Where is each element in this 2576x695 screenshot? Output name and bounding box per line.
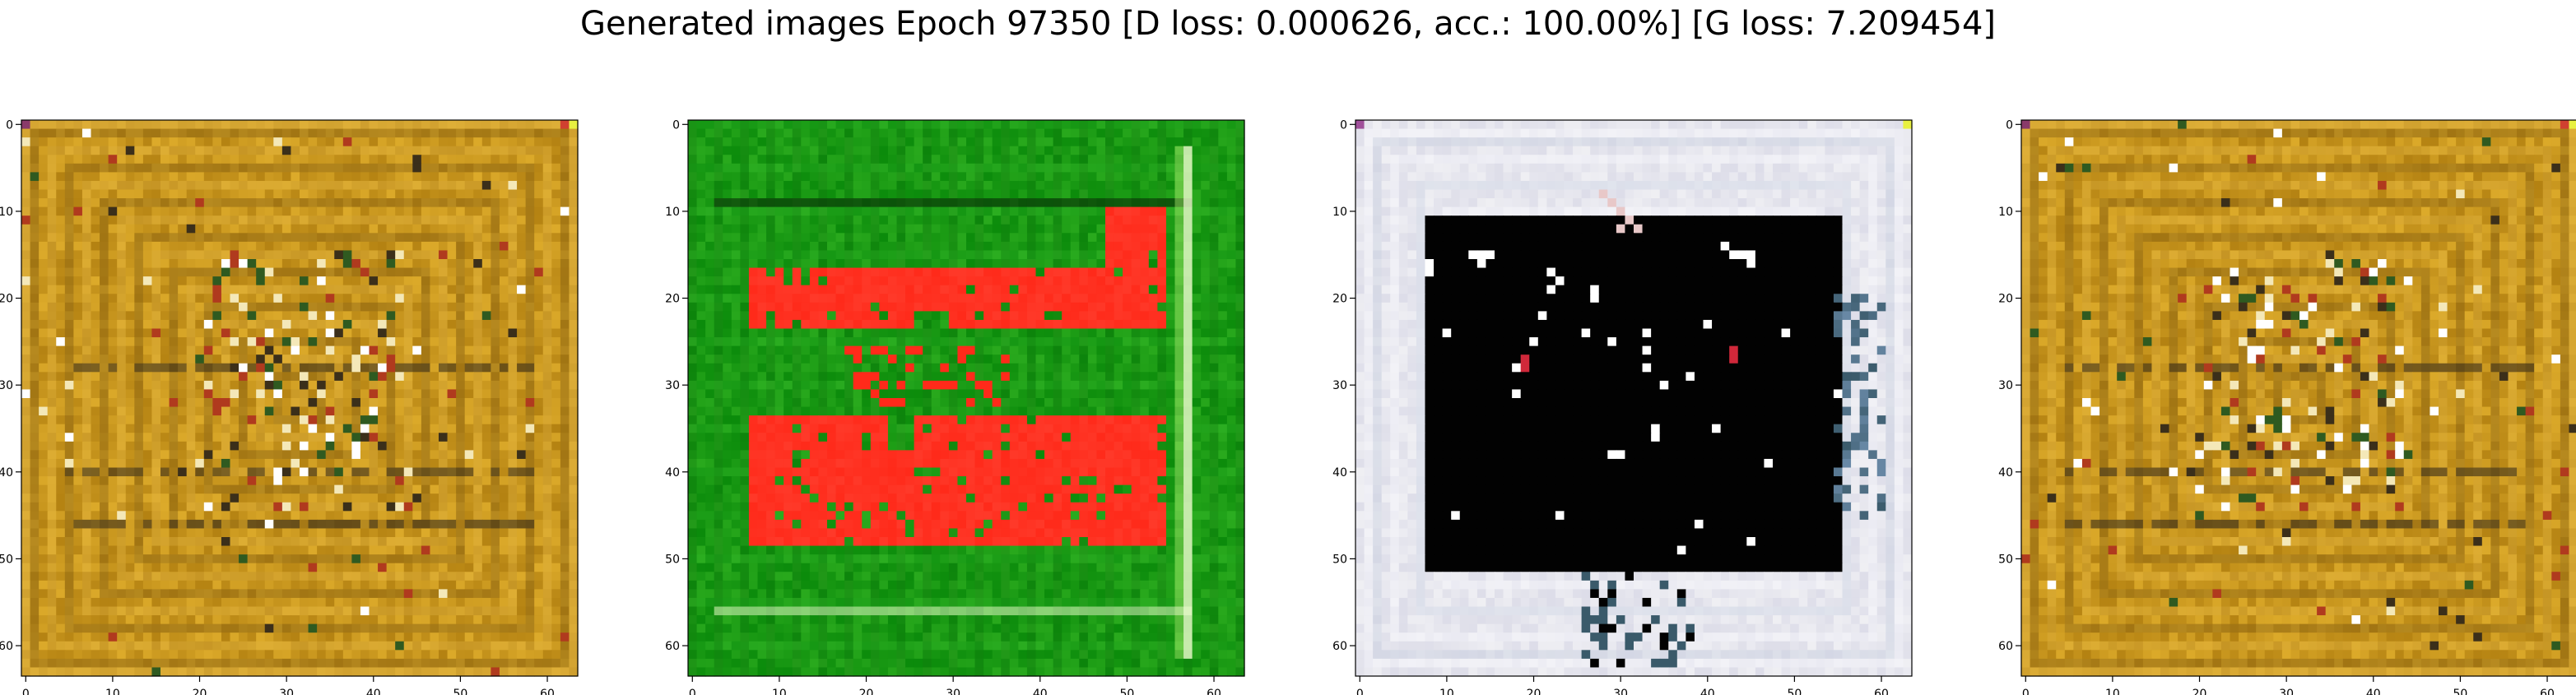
y-tick-label: 40: [1332, 466, 1347, 480]
image-panel-3: 0 0 10 10 20 20 30 30 40 40 50 50 60 60: [1332, 118, 1913, 695]
x-tick-label: 60: [1207, 688, 1221, 695]
y-tick-label: 20: [1332, 293, 1347, 306]
x-tick-label: 20: [1527, 688, 1541, 695]
y-tick-label: 40: [1998, 466, 2013, 480]
y-tick-label: 10: [665, 206, 680, 219]
x-tick-label: 20: [193, 688, 207, 695]
x-tick-label: 60: [1874, 688, 1889, 695]
generated-image-2: [688, 120, 1245, 677]
y-tick-label: 50: [1332, 553, 1347, 566]
x-tick-label: 20: [859, 688, 874, 695]
image-panel-2: 0 0 10 10 20 20 30 30 40 40 50 50 60 60: [665, 118, 1245, 695]
x-tick-label: 10: [105, 688, 120, 695]
y-tick-label: 20: [0, 293, 13, 306]
y-tick-label: 50: [0, 553, 13, 566]
x-tick-label: 0: [1356, 688, 1364, 695]
axes-frame: [2020, 119, 2576, 677]
x-tick-label: 60: [2540, 688, 2555, 695]
y-tick-label: 0: [2006, 118, 2013, 132]
y-tick-label: 20: [665, 293, 680, 306]
y-tick-label: 60: [665, 640, 680, 653]
figure-title: Generated images Epoch 97350 [D loss: 0.…: [579, 5, 1997, 43]
y-tick-label: 50: [665, 553, 680, 566]
x-tick-label: 10: [1439, 688, 1454, 695]
y-tick-label: 40: [0, 466, 13, 480]
y-tick-label: 10: [0, 206, 13, 219]
y-tick-label: 0: [6, 118, 13, 132]
x-tick-label: 50: [2453, 688, 2467, 695]
generated-image-1: [21, 120, 579, 677]
x-tick-label: 30: [946, 688, 960, 695]
y-tick-label: 30: [665, 379, 680, 392]
y-tick-label: 0: [1340, 118, 1347, 132]
axes-frame: [21, 119, 579, 677]
y-tick-label: 30: [1998, 379, 2013, 392]
x-tick-label: 10: [772, 688, 787, 695]
x-tick-label: 40: [1033, 688, 1048, 695]
x-tick-label: 60: [540, 688, 555, 695]
y-tick-label: 60: [1332, 640, 1347, 653]
y-tick-label: 0: [672, 118, 680, 132]
x-tick-label: 0: [2022, 688, 2030, 695]
y-tick-label: 30: [1332, 379, 1347, 392]
y-tick-label: 10: [1332, 206, 1347, 219]
generated-image-4: [2021, 120, 2576, 677]
x-tick-label: 10: [2105, 688, 2120, 695]
x-tick-label: 40: [1700, 688, 1715, 695]
x-tick-label: 40: [2366, 688, 2381, 695]
x-tick-label: 50: [453, 688, 467, 695]
x-tick-label: 30: [2279, 688, 2294, 695]
y-tick-label: 60: [0, 640, 13, 653]
axes-frame: [687, 119, 1245, 677]
y-tick-label: 50: [1998, 553, 2013, 566]
y-tick-label: 10: [1998, 206, 2013, 219]
x-tick-label: 0: [22, 688, 30, 695]
y-tick-label: 60: [1998, 640, 2013, 653]
x-tick-label: 30: [1613, 688, 1628, 695]
image-panel-1: 0 0 10 10 20 20 30 30 40 40 50 50 60 60: [0, 118, 579, 695]
x-tick-label: 20: [2192, 688, 2207, 695]
x-tick-label: 50: [1787, 688, 1802, 695]
x-tick-label: 40: [366, 688, 381, 695]
y-tick-label: 40: [665, 466, 680, 480]
x-tick-label: 50: [1119, 688, 1134, 695]
axes-frame: [1355, 119, 1913, 677]
y-tick-label: 20: [1998, 293, 2013, 306]
x-tick-label: 30: [279, 688, 294, 695]
x-tick-label: 0: [689, 688, 696, 695]
image-panel-4: 0 0 10 10 20 20 30 30 40 40 50 50 60 60: [1998, 118, 2576, 695]
generated-image-3: [1355, 120, 1913, 677]
y-tick-label: 30: [0, 379, 13, 392]
